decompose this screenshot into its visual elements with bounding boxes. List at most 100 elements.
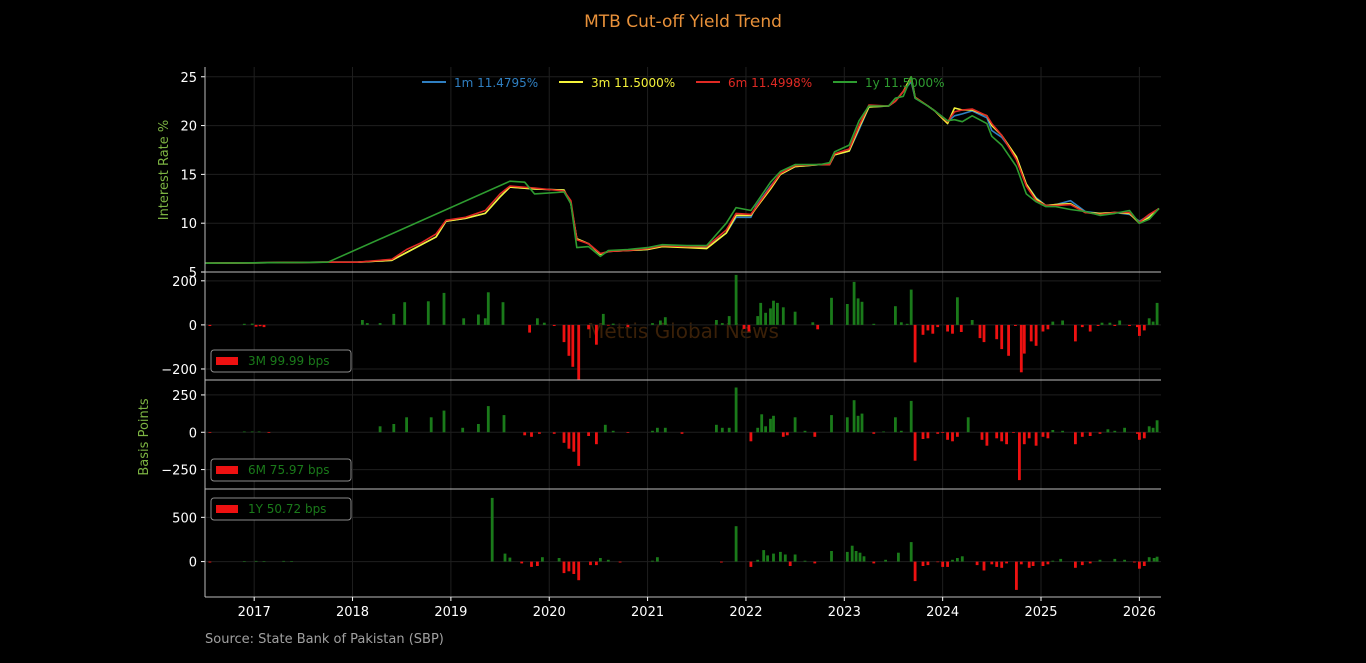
bar [909,400,913,433]
y-tick-label: 0 [189,319,197,334]
bar [536,318,539,325]
y-tick-label: 500 [172,511,197,526]
bar [779,551,782,562]
bar [365,323,369,325]
bar [860,301,864,325]
bar [1000,561,1004,568]
bar [742,324,746,329]
bar [1096,324,1100,326]
bar [1142,432,1146,439]
bar [1138,324,1141,336]
bar [995,324,999,340]
bar [764,426,767,433]
bar [1118,320,1122,325]
bar [1027,561,1031,568]
bar [651,430,654,433]
bar [747,324,751,332]
bar [1155,556,1159,562]
bar [392,424,396,433]
bar [595,561,598,566]
bar [1014,324,1017,326]
bar [759,302,763,325]
bar [951,432,954,442]
bar [1051,321,1055,325]
bar [1041,561,1045,566]
bar [882,431,885,433]
bar [1113,324,1117,326]
bar [1061,430,1064,433]
bar [1100,322,1104,325]
bar [520,561,524,564]
bar [1123,427,1126,433]
bar [1113,430,1117,433]
bar [1074,561,1077,568]
bar [1005,561,1008,564]
y-tick-label: 25 [180,71,197,86]
bar [1147,426,1151,433]
bar [606,324,610,326]
bar [946,432,949,440]
bar [785,432,789,436]
bar [982,561,986,571]
bar-legend-swatch [216,505,238,513]
bar [734,526,738,562]
bar-legend-box [210,458,352,482]
x-tick-label: 2024 [926,605,959,620]
bar [946,561,949,567]
bar [587,324,590,330]
bar [854,551,858,562]
bar [1088,324,1092,332]
bar [618,561,622,563]
bar [872,323,876,325]
bar [1022,432,1026,445]
bar [1138,561,1141,569]
bar [426,301,430,325]
bar [530,561,533,567]
bar [830,415,833,433]
bar [562,432,566,443]
bar-legend-swatch [216,466,238,474]
bar [571,324,575,367]
bar [611,323,615,325]
bar [813,561,817,564]
bar [995,432,999,439]
bar [897,552,900,562]
bar [663,427,667,433]
bar [626,432,630,433]
bar [936,432,940,434]
bar [290,561,293,562]
bar [595,324,598,345]
x-tick-label: 2023 [828,605,861,620]
bar-legend-box [210,349,352,373]
bar [361,320,364,325]
bar [577,324,581,380]
bar [557,558,561,562]
bar [978,324,982,339]
bar [772,300,775,325]
bar [756,559,760,562]
bar [783,554,787,562]
bar [1061,320,1064,325]
bar [970,320,974,325]
bar [936,561,940,563]
bar [1133,561,1136,563]
bar-legend-label: 3M 99.99 bps [248,354,329,368]
bar [503,553,507,562]
bar [715,424,718,433]
bar [242,323,246,325]
bar [772,553,775,562]
bar [528,324,531,333]
bar [656,427,659,433]
bar [845,551,849,562]
source-note: Source: State Bank of Pakistan (SBP) [205,632,444,647]
bar [378,323,382,325]
bar [1012,432,1015,433]
bar [1074,324,1077,342]
bar [567,432,571,449]
bar [405,417,408,433]
bar [1000,432,1004,442]
bar [603,424,607,433]
bar [762,550,766,562]
bar [1031,561,1035,566]
